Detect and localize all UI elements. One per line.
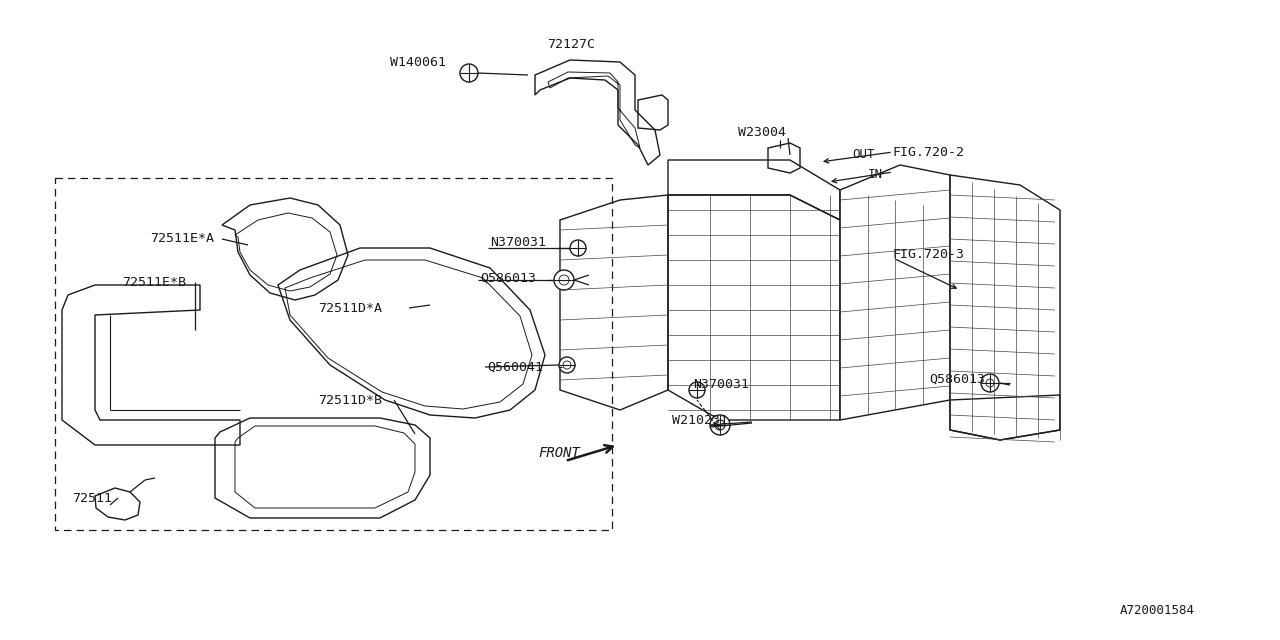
Circle shape [689,382,705,398]
Text: Q560041: Q560041 [486,360,543,374]
Text: W140061: W140061 [390,56,445,68]
Circle shape [716,420,724,430]
Circle shape [986,379,995,387]
Circle shape [570,240,586,256]
Text: Q586013: Q586013 [929,372,986,385]
Text: FIG.720-2: FIG.720-2 [893,145,965,159]
Circle shape [554,270,573,290]
Text: A720001584: A720001584 [1120,604,1196,616]
Text: W23004: W23004 [739,127,786,140]
Text: 72127C: 72127C [547,38,595,51]
Text: 72511E*A: 72511E*A [150,232,214,246]
Bar [55,178,612,530]
Circle shape [460,64,477,82]
Text: N370031: N370031 [490,237,547,250]
Text: IN: IN [868,168,883,182]
Circle shape [710,415,730,435]
Text: FIG.720-3: FIG.720-3 [893,248,965,260]
Circle shape [559,275,570,285]
Text: N370031: N370031 [692,378,749,392]
Circle shape [559,357,575,373]
Text: Q586013: Q586013 [480,271,536,285]
Circle shape [563,361,571,369]
Text: 72511D*A: 72511D*A [317,301,381,314]
Text: 72511E*B: 72511E*B [122,275,186,289]
Text: FRONT: FRONT [538,446,580,460]
Circle shape [980,374,998,392]
Text: 72511D*B: 72511D*B [317,394,381,406]
Text: 72511: 72511 [72,492,113,504]
Text: OUT: OUT [852,148,874,161]
Text: W210231: W210231 [672,413,728,426]
